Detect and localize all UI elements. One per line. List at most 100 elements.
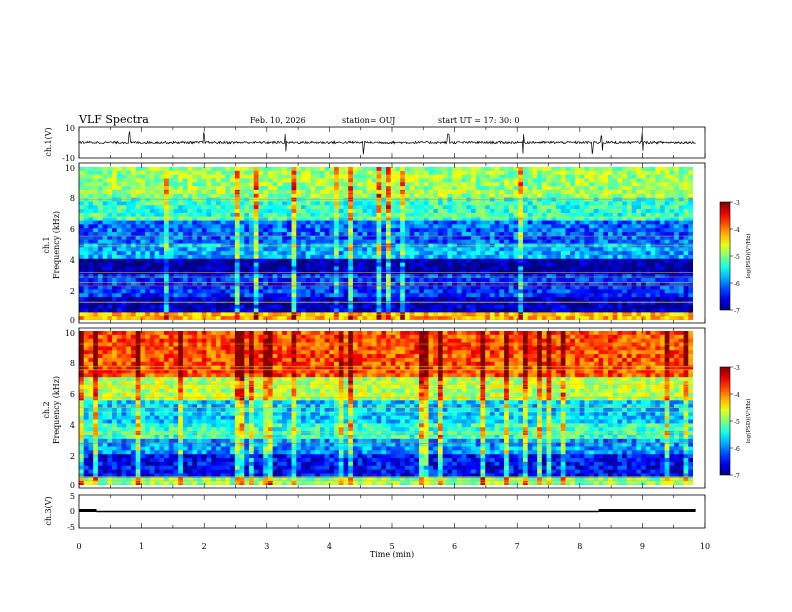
spectrogram-cell bbox=[367, 281, 373, 286]
spectrogram-cell bbox=[225, 251, 231, 256]
spectrogram-cell bbox=[570, 228, 576, 233]
spectrogram-cell bbox=[546, 262, 552, 267]
spectrogram-cell bbox=[168, 224, 174, 229]
spectrogram-cell bbox=[504, 235, 510, 240]
spectrogram-cell bbox=[584, 170, 590, 175]
spectrogram-cell bbox=[192, 232, 198, 237]
spectrogram-cell bbox=[343, 274, 349, 279]
spectrogram-cell bbox=[182, 274, 188, 279]
spectrogram-cell bbox=[286, 224, 292, 229]
spectrogram-cell bbox=[386, 266, 392, 271]
spectrogram-cell bbox=[376, 224, 382, 229]
spectrogram-cell bbox=[589, 281, 595, 286]
spectrogram-cell bbox=[83, 174, 89, 179]
spectrogram-cell bbox=[400, 167, 406, 172]
spectrogram-cell bbox=[584, 281, 590, 286]
spectrogram-cell bbox=[579, 224, 585, 229]
spectrogram-cell bbox=[386, 300, 392, 306]
spectrogram-cell bbox=[669, 239, 675, 244]
spectrogram-cell bbox=[603, 170, 609, 175]
spectrogram-cell bbox=[386, 247, 392, 252]
spectrogram-cell bbox=[437, 205, 443, 210]
spectrogram-cell bbox=[593, 167, 599, 172]
spectrogram-cell bbox=[272, 167, 278, 172]
spectrogram-cell bbox=[343, 186, 349, 191]
spectrogram-cell bbox=[225, 209, 231, 214]
spectrogram-cell bbox=[296, 193, 302, 198]
spectrogram-cell bbox=[234, 178, 240, 183]
spectrogram-cell bbox=[277, 178, 283, 183]
spectrogram-cell bbox=[282, 216, 288, 221]
ch1-waveform-panel: 10 -10 ch.1(V) bbox=[44, 124, 706, 163]
spectrogram-cell bbox=[494, 297, 500, 302]
spectrogram-cell bbox=[211, 212, 217, 218]
spectrogram-cell bbox=[485, 308, 491, 313]
spectrogram-cell bbox=[494, 308, 500, 313]
spectrogram-cell bbox=[570, 224, 576, 229]
spectrogram-cell bbox=[178, 178, 184, 183]
spectrogram-cell bbox=[140, 304, 146, 309]
spectrogram-cell bbox=[570, 277, 576, 283]
spectrogram-cell bbox=[508, 258, 514, 263]
spectrogram-cell bbox=[641, 178, 647, 183]
spectrogram-cell bbox=[612, 304, 618, 309]
spectrogram-cell bbox=[135, 170, 141, 175]
spectrogram-cell bbox=[192, 167, 198, 172]
spectrogram-cell bbox=[574, 178, 580, 183]
spectrogram-cell bbox=[607, 297, 613, 302]
spectrogram-cell bbox=[348, 247, 354, 252]
spectrogram-cell bbox=[404, 228, 410, 233]
spectrogram-cell bbox=[239, 281, 245, 286]
spectrogram-cell bbox=[88, 247, 94, 252]
spectrogram-cell bbox=[688, 289, 693, 294]
spectrogram-cell bbox=[182, 289, 188, 294]
spectrogram-cell bbox=[452, 220, 458, 225]
spectrogram-cell bbox=[622, 254, 628, 260]
spectrogram-cell bbox=[655, 281, 661, 286]
spectrogram-cell bbox=[551, 289, 557, 294]
spectrogram-cell bbox=[291, 308, 297, 313]
spectrogram-cell bbox=[461, 209, 467, 214]
spectrogram-cell bbox=[404, 254, 410, 260]
spectrogram-cell bbox=[414, 167, 420, 172]
spectrogram-cell bbox=[589, 285, 595, 290]
spectrogram-cell bbox=[112, 193, 118, 198]
spectrogram-cell bbox=[97, 216, 103, 221]
spectrogram-cell bbox=[617, 212, 623, 218]
spectrogram-cell bbox=[367, 258, 373, 263]
spectrogram-cell bbox=[154, 262, 160, 267]
spectrogram-cell bbox=[437, 308, 443, 313]
spectrogram-cell bbox=[423, 254, 429, 260]
spectrogram-cell bbox=[239, 167, 245, 172]
spectrogram-cell bbox=[371, 285, 377, 290]
spectrogram-cell bbox=[414, 308, 420, 313]
spectrogram-cell bbox=[201, 193, 207, 198]
spectrogram-cell bbox=[537, 186, 543, 191]
spectrogram-cell bbox=[300, 258, 306, 263]
spectrogram-cell bbox=[622, 258, 628, 263]
spectrogram-cell bbox=[386, 277, 392, 283]
spectrogram-cell bbox=[527, 170, 533, 175]
spectrogram-cell bbox=[556, 182, 562, 187]
spectrogram-cell bbox=[244, 304, 250, 309]
spectrogram-cell bbox=[617, 201, 623, 206]
spectrogram-cell bbox=[168, 262, 174, 267]
spectrogram-cell bbox=[367, 247, 373, 252]
spectrogram-cell bbox=[352, 308, 358, 313]
spectrogram-cell bbox=[267, 216, 273, 221]
spectrogram-cell bbox=[149, 297, 155, 302]
spectrogram-cell bbox=[282, 170, 288, 175]
spectrogram-cell bbox=[352, 281, 358, 286]
spectrogram-cell bbox=[145, 262, 151, 267]
spectrogram-cell bbox=[645, 266, 651, 271]
spectrogram-cell bbox=[589, 178, 595, 183]
spectrogram-cell bbox=[475, 254, 481, 260]
spectrogram-cell bbox=[669, 289, 675, 294]
spectrogram-cell bbox=[126, 293, 132, 298]
spectrogram-cell bbox=[130, 209, 136, 214]
spectrogram-cell bbox=[376, 228, 382, 233]
spectrogram-cell bbox=[437, 209, 443, 214]
spectrogram-cell bbox=[518, 224, 524, 229]
spectrogram-cell bbox=[669, 201, 675, 206]
spectrogram-cell bbox=[357, 297, 363, 302]
